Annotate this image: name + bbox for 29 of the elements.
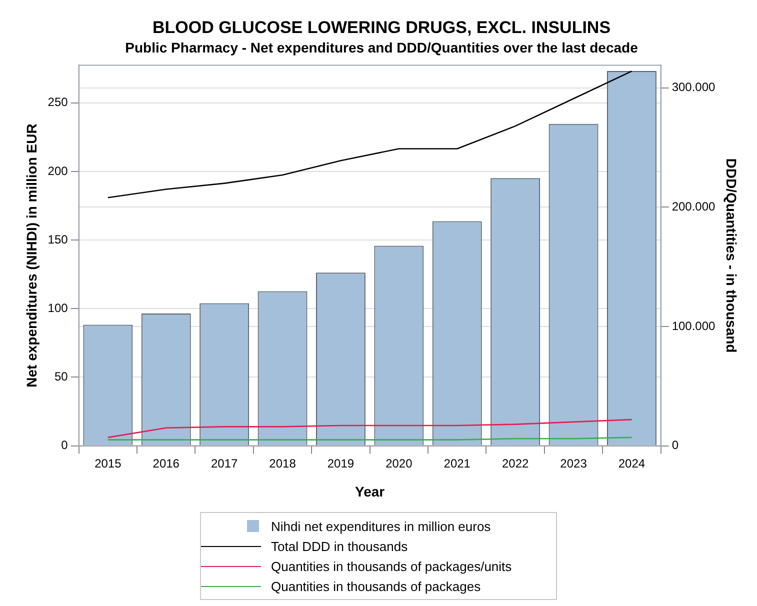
x-tick-label: 2018 (269, 456, 296, 470)
y-tick-label: 200 (48, 164, 68, 178)
y-tick-label: 150 (48, 232, 68, 246)
x-tick-label: 2017 (210, 456, 238, 470)
y-tick-label: 0 (61, 438, 68, 452)
x-tick-label: 2024 (618, 456, 646, 470)
legend-label: Nihdi net expenditures in million euros (271, 518, 491, 534)
y-tick-label: 50 (54, 370, 68, 384)
chart-title: BLOOD GLUCOSE LOWERING DRUGS, EXCL. INSULINS (152, 18, 611, 37)
y-tick-label: 100 (48, 300, 68, 315)
y2-tick-label: 100.000 (672, 318, 716, 333)
legend-label: Quantities in thousands of packages (271, 578, 481, 594)
x-tick-label: 2016 (152, 456, 180, 470)
chart-subtitle: Public Pharmacy - Net expenditures and DDD/Quantities over the last decade (125, 40, 638, 56)
y2-axis-title: DDD/Quantities - in thousand (724, 158, 740, 353)
y2-tick-label: 300.000 (672, 80, 716, 94)
x-axis-title: Year (355, 483, 386, 500)
y2-tick-label: 0 (672, 438, 679, 452)
legend-label: Quantities in thousands of packages/units (271, 558, 512, 574)
legend-label: Total DDD in thousands (271, 538, 408, 554)
x-tick-label: 2021 (444, 456, 471, 470)
x-tick-label: 2023 (560, 456, 588, 470)
x-tick-label: 2015 (94, 456, 122, 470)
x-tick-label: 2019 (327, 456, 354, 470)
x-tick-label: 2020 (386, 456, 413, 470)
y-tick-label: 250 (48, 95, 68, 110)
y2-tick-label: 200.000 (672, 199, 716, 214)
y-axis-title: Net expenditures (NIHDI) in million EUR (23, 124, 40, 388)
x-tick-label: 2022 (502, 456, 529, 470)
